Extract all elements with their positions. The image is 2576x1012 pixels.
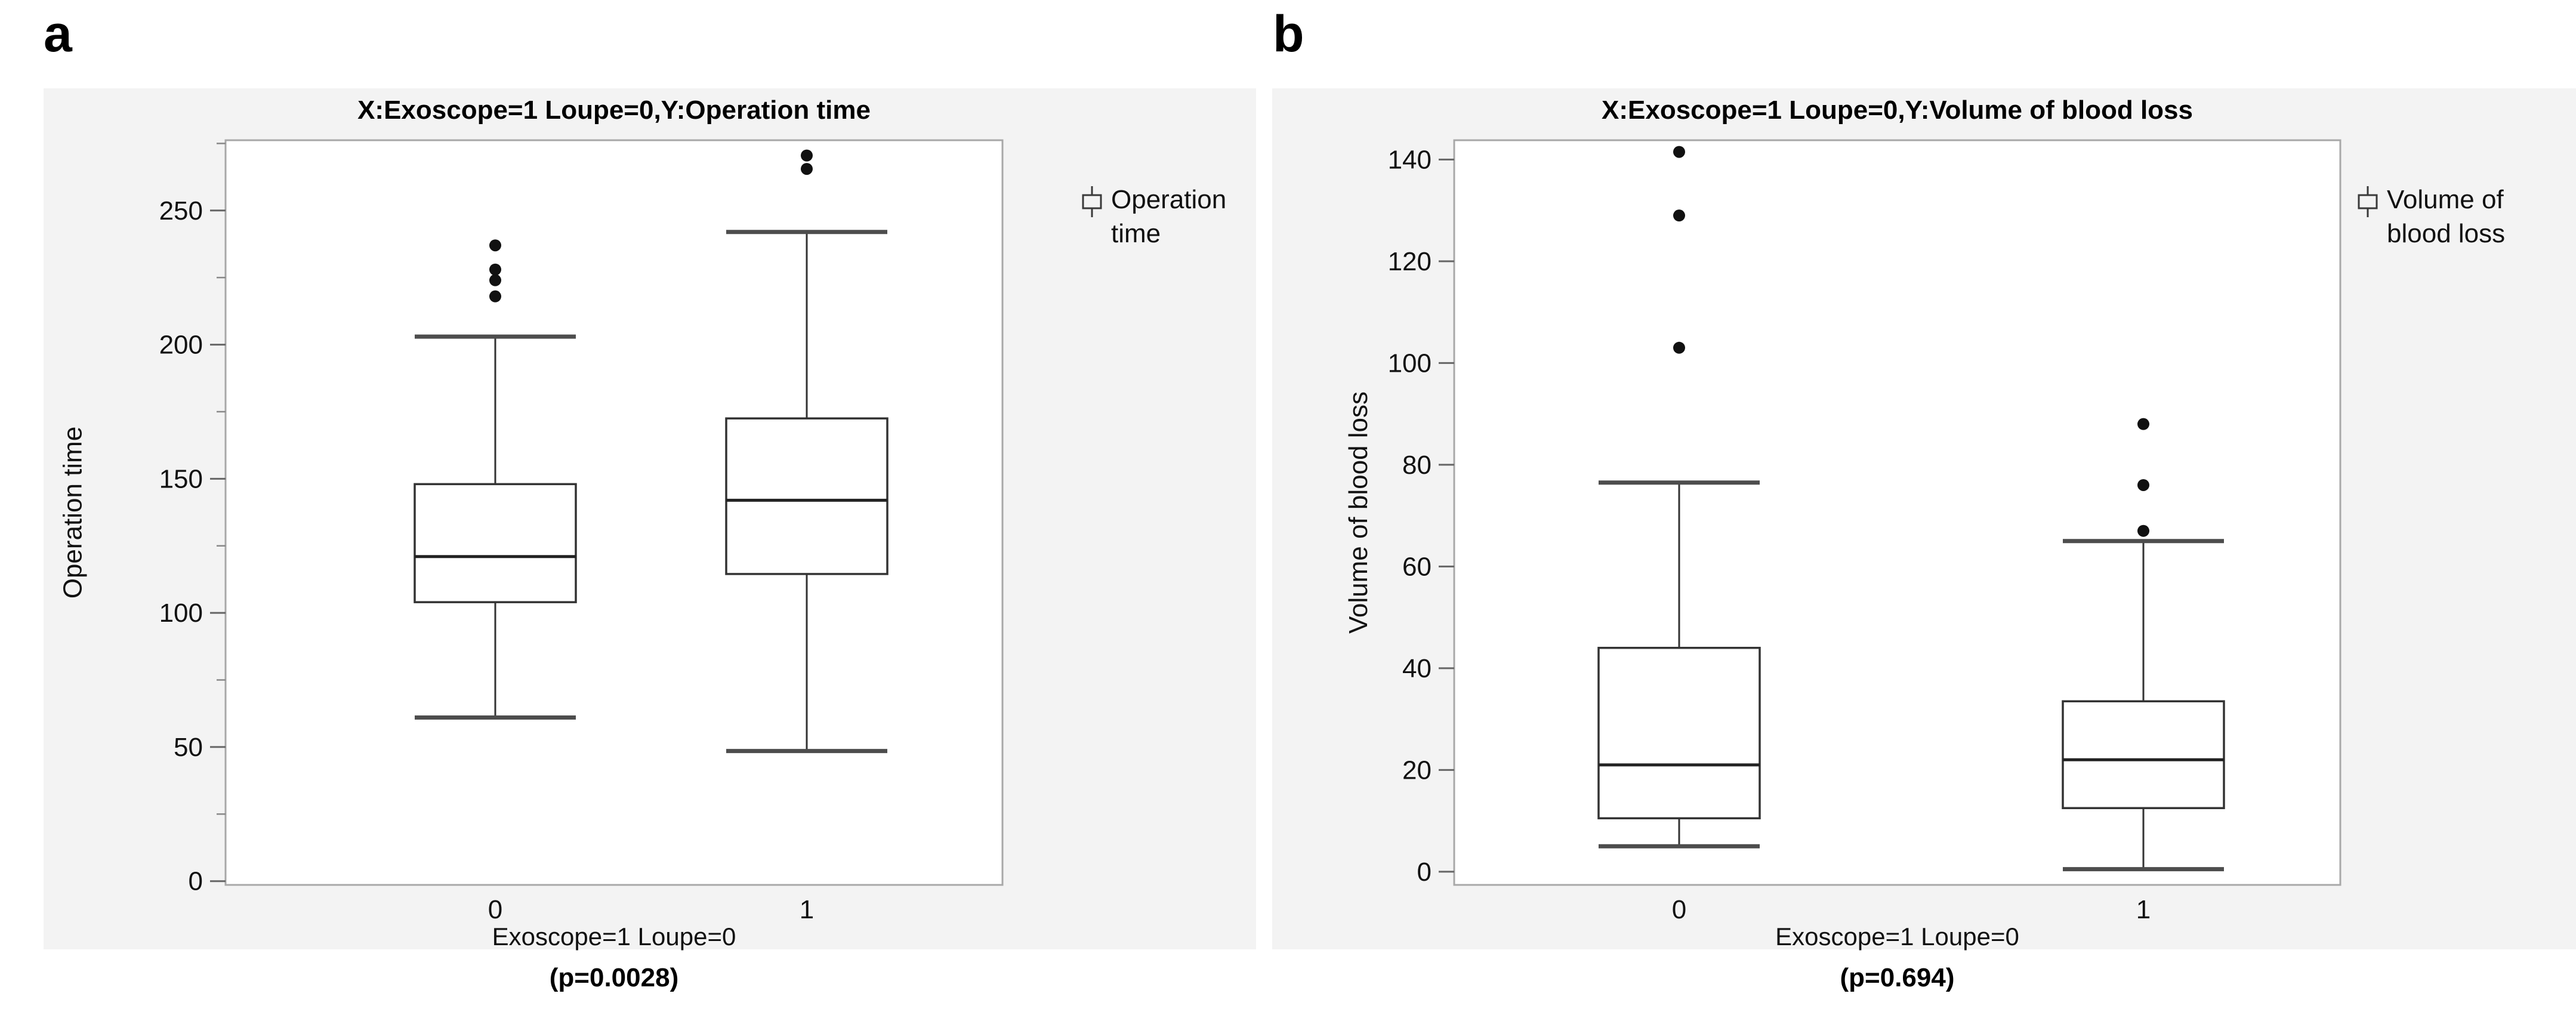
box — [1597, 647, 1761, 820]
panel-a-title: X:Exoscope=1 Loupe=0,Y:Operation time — [357, 95, 871, 125]
y-tick-label: 40 — [1402, 654, 1432, 683]
y-tick-label: 140 — [1388, 145, 1432, 174]
panel-b-legend-line-2: blood loss — [2387, 219, 2506, 248]
y-tick-label: 80 — [1402, 451, 1432, 480]
outlier-point — [489, 263, 501, 276]
panel-b-y-axis-title: Volume of blood loss — [1344, 391, 1374, 634]
panel-a: 0 50 100 150 200 250 0 1 Operation time Operati… — [44, 88, 1256, 949]
panel-b-letter: b — [1273, 5, 1304, 63]
outlier-point — [489, 239, 501, 252]
boxplot-legend-icon — [2358, 186, 2378, 217]
panel-a-legend-text: Operation time — [1111, 183, 1226, 251]
panel-a-y-axis-title: Operation time — [58, 426, 88, 599]
outlier-point — [489, 274, 501, 286]
box — [2062, 700, 2225, 810]
y-tick-label: 20 — [1402, 755, 1432, 785]
x-tick-label: 0 — [1672, 895, 1686, 924]
y-tick-label: 0 — [189, 867, 203, 896]
y-tick-label: 250 — [159, 196, 203, 226]
outlier-point — [1673, 209, 1685, 222]
y-tick-label: 150 — [159, 464, 203, 493]
outlier-point — [2137, 524, 2149, 537]
outlier-point — [2137, 418, 2149, 430]
y-tick-label: 50 — [174, 733, 203, 762]
box — [725, 417, 889, 575]
panel-a-p-value: (p=0.0028) — [549, 963, 679, 992]
panel-b-x-axis-title: Exoscope=1 Loupe=0 — [1775, 922, 2019, 951]
panel-a-legend: Operation time — [1081, 183, 1226, 251]
y-tick-label: 0 — [1417, 857, 1432, 887]
panel-b-plot: 0 20 40 60 80 100 120 140 0 1 — [1388, 139, 2341, 924]
x-tick-label: 0 — [488, 895, 502, 924]
outlier-point — [801, 163, 813, 175]
y-tick-label: 100 — [159, 598, 203, 628]
box — [414, 483, 577, 603]
panel-a-legend-line-1: Operation — [1111, 185, 1227, 214]
panel-b-p-value: (p=0.694) — [1840, 963, 1955, 992]
x-tick-label: 1 — [800, 895, 814, 924]
panel-a-legend-line-2: time — [1111, 219, 1161, 248]
outlier-point — [2137, 479, 2149, 491]
panel-b-legend-line-1: Volume of — [2387, 185, 2504, 214]
panel-a-x-axis-title: Exoscope=1 Loupe=0 — [492, 922, 736, 951]
y-tick-label: 100 — [1388, 348, 1432, 378]
panel-b-y-axis-title-wrap: Volume of blood loss — [1341, 140, 1377, 885]
x-tick-label: 1 — [2136, 895, 2151, 924]
boxplot-legend-icon — [1082, 186, 1102, 217]
outlier-point — [1673, 146, 1685, 158]
panel-a-y-axis-title-wrap: Operation time — [55, 140, 91, 885]
panel-a-letter: a — [44, 5, 72, 63]
panel-b-legend: Volume of blood loss — [2357, 183, 2505, 251]
y-tick-label: 200 — [159, 331, 203, 360]
panel-b-legend-text: Volume of blood loss — [2387, 183, 2505, 251]
panel-b-title: X:Exoscope=1 Loupe=0,Y:Volume of blood l… — [1602, 95, 2193, 125]
outlier-point — [1673, 341, 1685, 354]
outlier-point — [489, 290, 501, 303]
y-tick-label: 60 — [1402, 552, 1432, 581]
panel-b: 0 20 40 60 80 100 120 140 0 1 Volume of blood los… — [1272, 88, 2576, 949]
outlier-point — [801, 149, 813, 162]
y-tick-label: 120 — [1388, 247, 1432, 276]
panel-a-plot: 0 50 100 150 200 250 0 1 — [159, 139, 1004, 924]
